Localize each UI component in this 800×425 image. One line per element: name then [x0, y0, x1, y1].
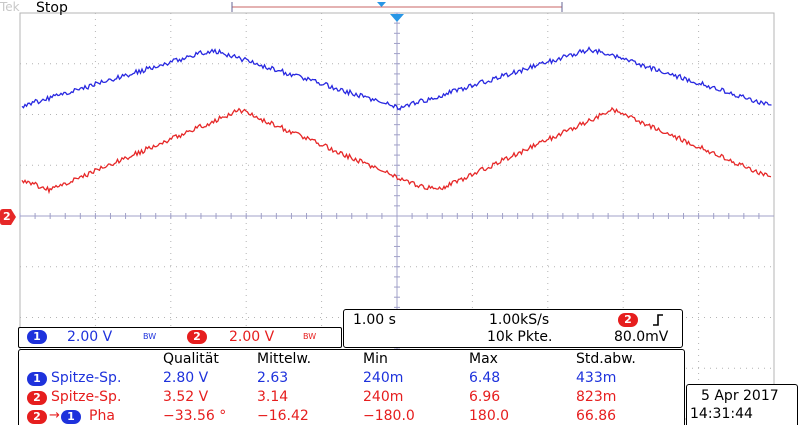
trigger-marker-icon	[390, 14, 404, 22]
row2-stddev: 823m	[576, 389, 617, 405]
row3-max: 180.0	[469, 408, 510, 424]
ch2-scale[interactable]: 2.00 V	[229, 329, 275, 345]
ch1-waveform	[21, 46, 772, 111]
row2-min: 240m	[363, 389, 404, 405]
row1-min: 240m	[363, 370, 404, 386]
datetime-panel: 5 Apr 2017 14:31:44	[686, 384, 798, 425]
ch2-marker-label: 2	[3, 210, 11, 223]
row3-label: Pha	[89, 408, 115, 424]
header-mean: Mittelw.	[257, 351, 312, 367]
ch2-ground-marker[interactable]: 2	[0, 209, 16, 225]
sample-rate: 1.00kS/s	[489, 312, 550, 328]
channel-scale-panel: 1 2.00 V BW 2 2.00 V BW	[18, 327, 342, 348]
trigger-position-icon	[377, 2, 386, 7]
row3-ch-badge: 2	[27, 410, 47, 424]
header-max: Max	[469, 351, 498, 367]
ch2-waveform	[21, 106, 772, 195]
watermark-logo: Tek	[0, 0, 20, 14]
row3-ch2-badge: 1	[61, 410, 81, 424]
ch1-bw-limit: BW	[143, 332, 157, 341]
row3-value: −33.56 °	[163, 408, 227, 424]
header-quality: Qualität	[163, 351, 219, 367]
row2-label: Spitze-Sp.	[51, 389, 122, 405]
row3-min: −180.0	[363, 408, 415, 424]
trigger-level[interactable]: 80.0mV	[614, 329, 669, 345]
header-min: Min	[363, 351, 388, 367]
ch1-scale[interactable]: 2.00 V	[67, 329, 113, 345]
row2-value: 3.52 V	[163, 389, 209, 405]
trigger-source-badge[interactable]: 2	[618, 313, 638, 327]
row1-ch-badge: 1	[27, 372, 47, 386]
measurement-table: Qualität Mittelw. Min Max Std.abw. 1 Spi…	[18, 349, 685, 425]
header-stddev: Std.abw.	[576, 351, 636, 367]
row1-stddev: 433m	[576, 370, 617, 386]
ch1-badge[interactable]: 1	[27, 330, 47, 344]
row1-mean: 2.63	[257, 370, 289, 386]
ch2-bw-limit: BW	[303, 332, 317, 341]
row2-mean: 3.14	[257, 389, 289, 405]
ch2-marker-icon	[0, 209, 16, 225]
time-per-div[interactable]: 1.00 s	[353, 312, 396, 328]
ch2-badge[interactable]: 2	[187, 330, 207, 344]
row2-max: 6.96	[469, 389, 501, 405]
time: 14:31:44	[690, 406, 753, 422]
row1-label: Spitze-Sp.	[51, 370, 122, 386]
row1-value: 2.80 V	[163, 370, 209, 386]
row1-max: 6.48	[469, 370, 501, 386]
row3-stddev: 66.86	[576, 408, 617, 424]
record-length: 10k Pkte.	[487, 329, 553, 345]
arrow-right-icon: →	[49, 408, 60, 423]
row2-ch-badge: 2	[27, 391, 47, 405]
date: 5 Apr 2017	[701, 388, 779, 404]
acquisition-status: Stop	[36, 0, 68, 16]
timebase-panel: 1.00 s 1.00kS/s 10k Pkte. 2 80.0mV	[343, 309, 683, 348]
rising-edge-icon	[653, 314, 663, 326]
row3-mean: −16.42	[257, 408, 309, 424]
